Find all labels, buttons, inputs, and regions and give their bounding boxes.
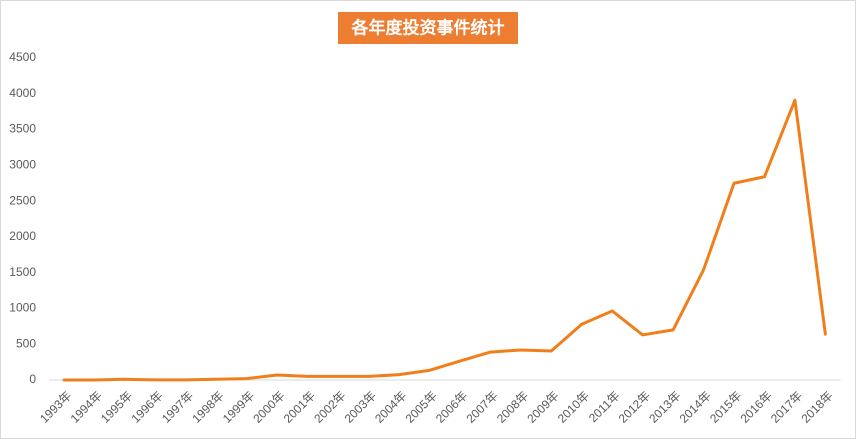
y-tick-label: 3000	[9, 158, 36, 172]
y-tick-label: 0	[29, 372, 36, 386]
y-tick-label: 4500	[9, 50, 36, 64]
line-series	[62, 98, 827, 382]
y-tick-label: 1500	[9, 265, 36, 279]
y-tick-label: 3500	[9, 122, 36, 136]
y-tick-label: 500	[16, 336, 36, 350]
y-tick-label: 1000	[9, 301, 36, 315]
chart-title: 各年度投资事件统计	[351, 17, 505, 37]
y-tick-label: 4000	[9, 86, 36, 100]
y-tick-label: 2000	[9, 229, 36, 243]
title-box	[338, 12, 518, 44]
y-tick-label: 2500	[9, 193, 36, 207]
